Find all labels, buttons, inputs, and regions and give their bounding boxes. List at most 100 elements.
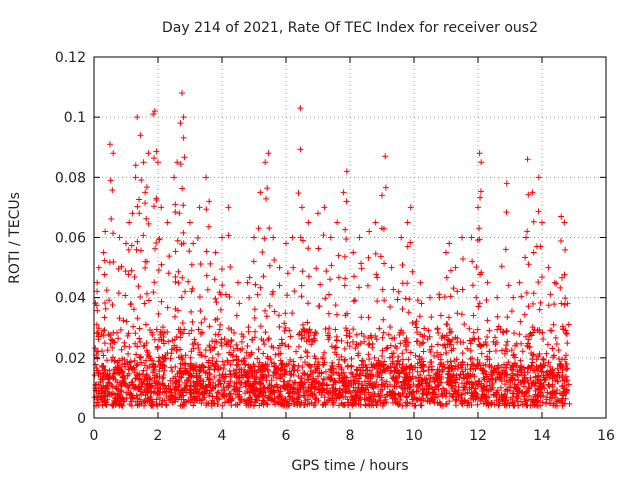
data-point bbox=[366, 340, 373, 347]
data-point bbox=[313, 330, 320, 337]
data-point bbox=[196, 363, 203, 370]
data-point bbox=[330, 399, 337, 406]
data-point bbox=[266, 395, 273, 402]
data-point bbox=[342, 226, 349, 233]
data-point bbox=[321, 204, 328, 211]
data-point bbox=[525, 303, 532, 310]
data-point bbox=[155, 354, 162, 361]
data-point bbox=[379, 386, 386, 393]
data-point bbox=[282, 310, 289, 317]
data-point bbox=[159, 401, 166, 408]
data-point bbox=[426, 346, 433, 353]
data-point bbox=[469, 282, 476, 289]
data-point bbox=[277, 375, 284, 382]
data-point bbox=[115, 392, 122, 399]
data-point bbox=[197, 261, 204, 268]
data-point bbox=[380, 329, 387, 336]
data-point bbox=[168, 394, 175, 401]
data-point bbox=[212, 362, 219, 369]
data-point bbox=[183, 382, 190, 389]
data-point bbox=[502, 246, 509, 253]
data-point bbox=[294, 402, 301, 409]
data-point bbox=[422, 377, 429, 384]
data-point bbox=[381, 260, 388, 267]
data-point bbox=[206, 323, 213, 330]
data-point bbox=[224, 338, 231, 345]
data-point bbox=[532, 374, 539, 381]
data-point bbox=[271, 362, 278, 369]
data-point bbox=[102, 305, 109, 312]
data-point bbox=[434, 349, 441, 356]
data-point bbox=[147, 375, 154, 382]
data-point bbox=[143, 384, 150, 391]
data-point bbox=[276, 323, 283, 330]
data-point bbox=[101, 396, 108, 403]
data-point bbox=[469, 371, 476, 378]
data-point bbox=[518, 293, 525, 300]
data-point bbox=[285, 343, 292, 350]
data-point bbox=[198, 319, 205, 326]
data-point bbox=[539, 219, 545, 226]
data-point bbox=[460, 339, 467, 346]
data-point bbox=[154, 384, 161, 391]
data-point bbox=[102, 394, 109, 401]
data-point bbox=[195, 341, 202, 348]
data-point bbox=[222, 291, 229, 298]
data-point bbox=[434, 393, 441, 400]
data-point bbox=[179, 402, 186, 409]
data-point bbox=[136, 396, 143, 403]
data-point bbox=[143, 347, 150, 354]
data-point bbox=[153, 379, 160, 386]
data-point bbox=[310, 383, 317, 390]
data-point bbox=[357, 367, 364, 374]
data-point bbox=[263, 195, 270, 202]
data-point bbox=[178, 294, 185, 301]
data-point bbox=[295, 391, 302, 398]
data-point bbox=[421, 332, 428, 339]
data-point bbox=[123, 318, 130, 325]
data-point bbox=[402, 366, 409, 373]
data-point bbox=[526, 331, 533, 338]
data-point bbox=[408, 376, 415, 383]
data-point bbox=[278, 362, 285, 369]
data-point bbox=[190, 345, 197, 352]
data-point bbox=[462, 390, 469, 397]
data-point bbox=[180, 202, 187, 209]
data-point bbox=[197, 375, 204, 382]
data-point bbox=[320, 232, 327, 239]
data-point bbox=[149, 331, 156, 338]
data-point bbox=[381, 358, 388, 365]
data-point bbox=[508, 308, 515, 315]
data-point bbox=[233, 366, 240, 373]
data-point bbox=[155, 310, 162, 317]
data-point bbox=[188, 327, 195, 334]
data-point bbox=[189, 285, 196, 292]
data-point bbox=[94, 279, 101, 286]
data-point bbox=[470, 396, 477, 403]
data-point bbox=[196, 385, 203, 392]
data-point bbox=[341, 253, 348, 260]
data-point bbox=[379, 192, 385, 199]
data-point bbox=[413, 318, 420, 325]
data-point bbox=[468, 390, 475, 397]
data-point bbox=[215, 365, 222, 372]
data-point bbox=[206, 377, 213, 384]
data-point bbox=[95, 264, 102, 271]
data-point bbox=[539, 399, 546, 406]
data-point bbox=[505, 359, 512, 366]
data-point bbox=[185, 377, 192, 384]
data-point bbox=[389, 395, 396, 402]
data-point bbox=[119, 374, 126, 381]
data-point bbox=[186, 389, 193, 396]
data-point bbox=[179, 356, 186, 363]
data-point bbox=[513, 386, 520, 393]
data-point bbox=[306, 373, 313, 380]
x-tick-label: 12 bbox=[469, 428, 487, 444]
data-point bbox=[507, 396, 514, 403]
data-point bbox=[94, 329, 101, 336]
data-point bbox=[387, 324, 394, 331]
data-point bbox=[283, 381, 290, 388]
data-point bbox=[402, 343, 409, 350]
data-point bbox=[547, 327, 554, 334]
data-point bbox=[148, 357, 155, 364]
